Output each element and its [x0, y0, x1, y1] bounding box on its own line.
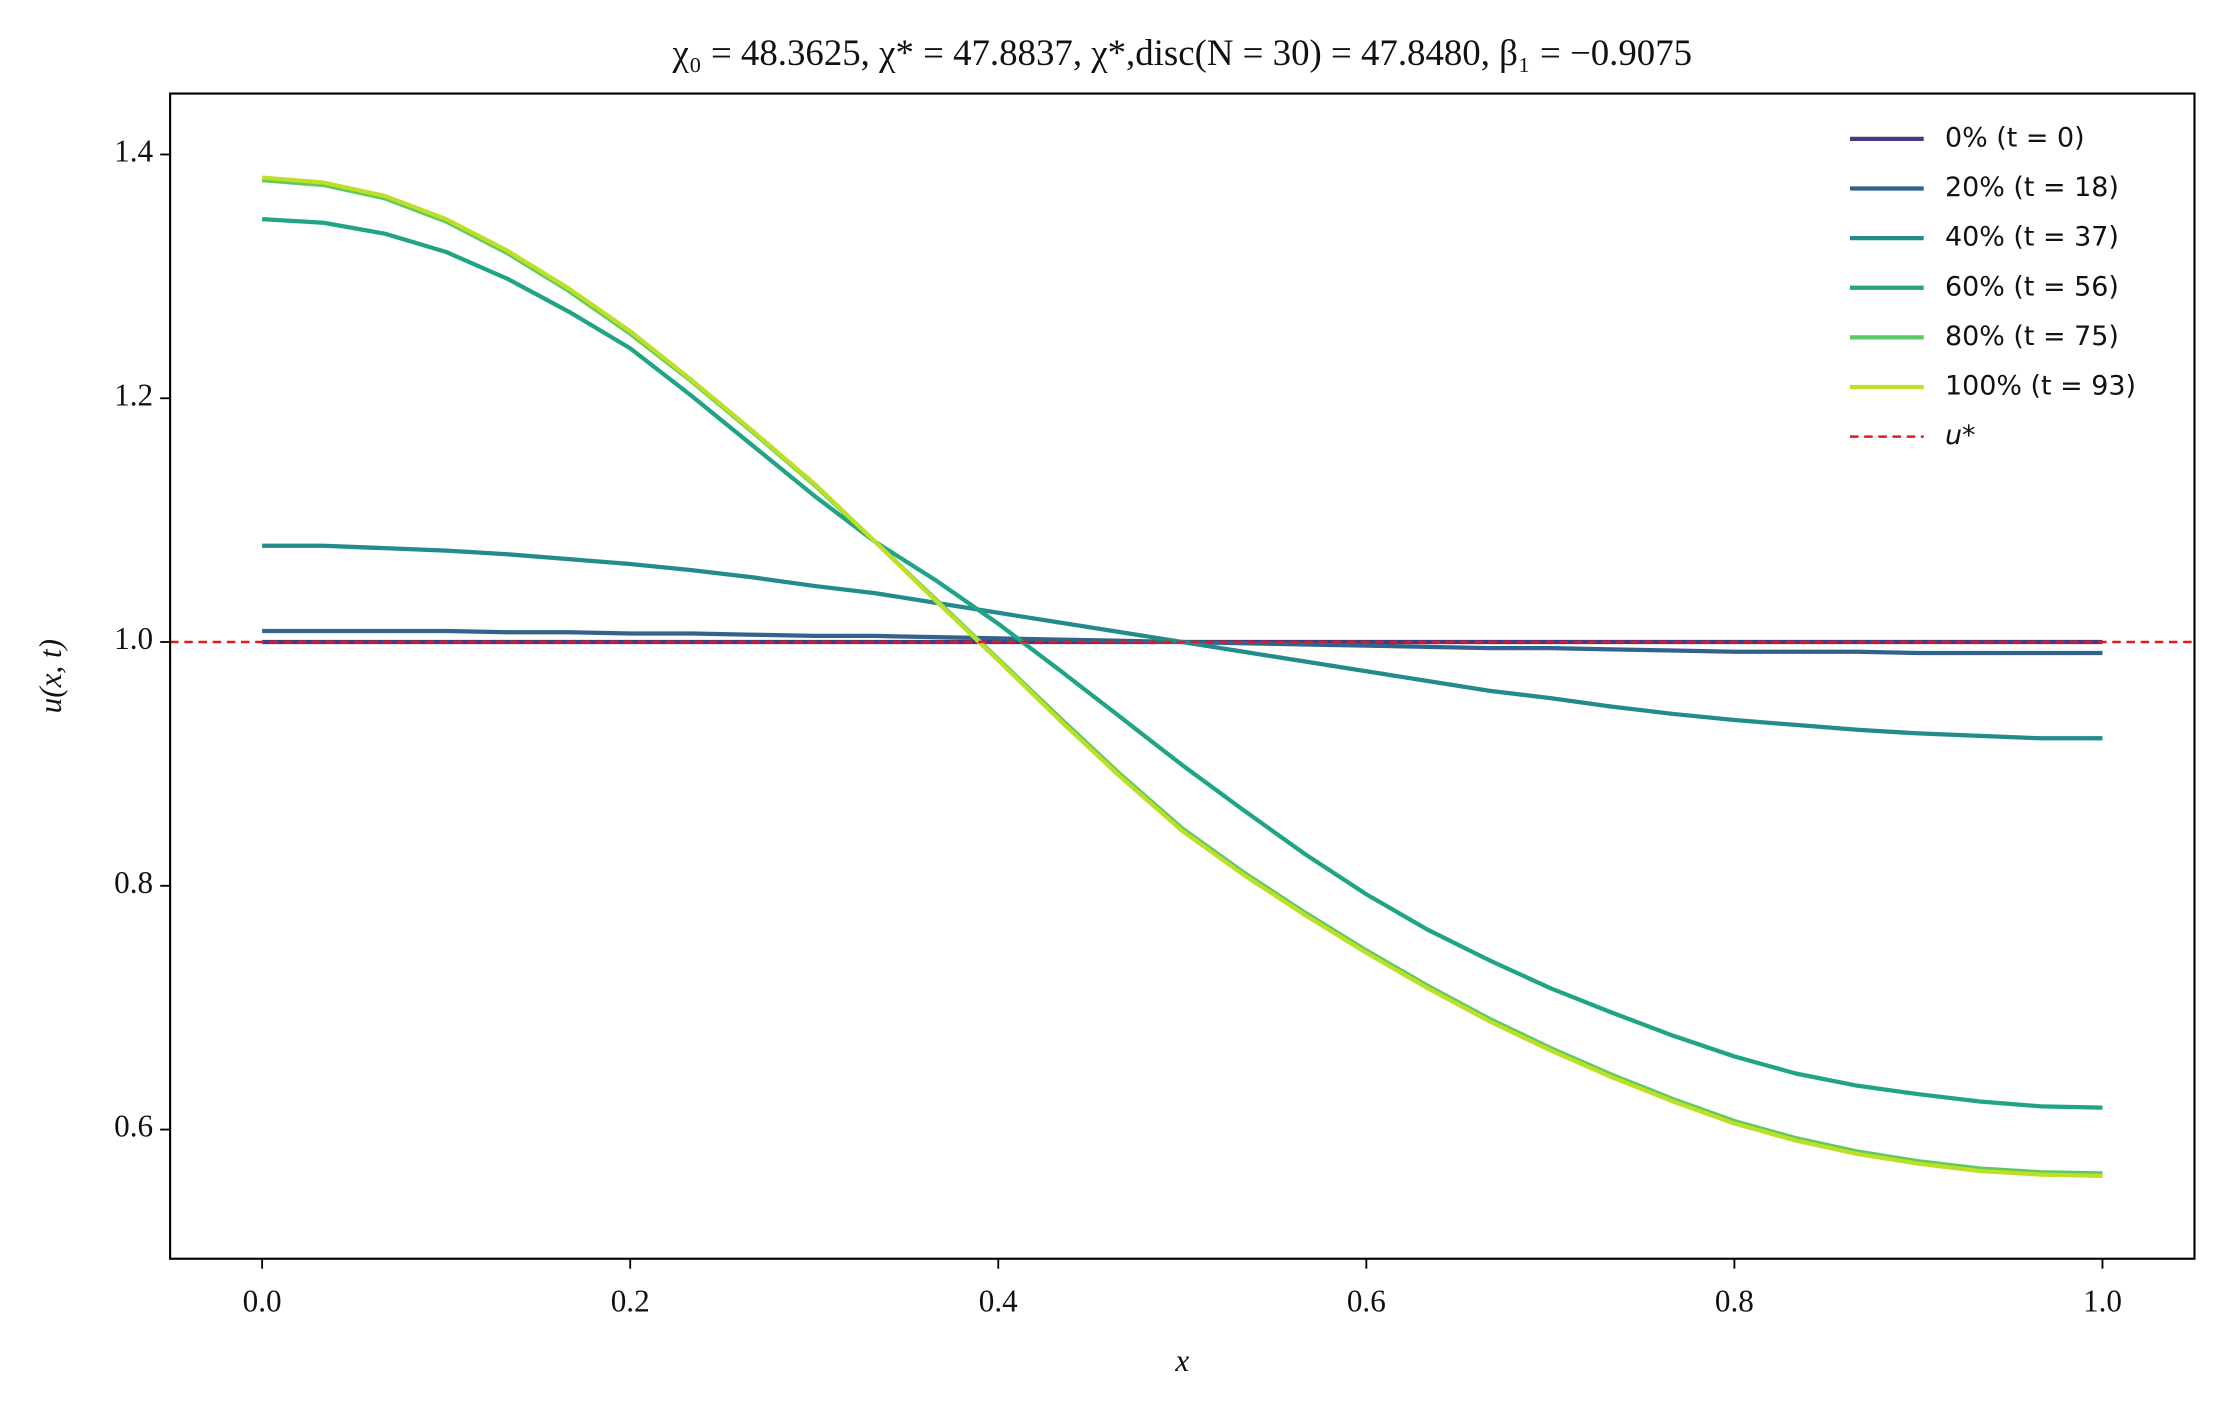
y-tick-label: 1.4 [114, 134, 153, 169]
legend-label: u* [1945, 420, 1976, 451]
legend-label: 80% (t = 75) [1945, 321, 2119, 352]
series-line [262, 216, 2103, 1110]
x-tick-label: 1.0 [2083, 1283, 2122, 1318]
y-tick-label: 0.6 [114, 1109, 153, 1144]
series-line [261, 175, 2103, 1178]
x-tick-label: 0.0 [243, 1283, 282, 1318]
x-tick-label: 0.4 [979, 1283, 1018, 1318]
y-axis-label: u(x, t) [33, 639, 68, 713]
y-tick-label: 1.0 [114, 621, 153, 656]
legend-label: 100% (t = 93) [1945, 370, 2136, 401]
legend-label: 0% (t = 0) [1945, 122, 2085, 153]
legend-label: 40% (t = 37) [1945, 222, 2119, 253]
y-tick-label: 1.2 [114, 377, 153, 412]
legend-label: 60% (t = 56) [1945, 271, 2119, 302]
x-tick-label: 0.2 [611, 1283, 650, 1318]
chart-title: χ₀ = 48.3625, χ* = 47.8837, χ*,disc(N = … [672, 32, 1693, 73]
legend-label: 20% (t = 18) [1945, 172, 2119, 203]
x-axis-label: x [1174, 1343, 1189, 1378]
plot-frame [169, 92, 2196, 1260]
x-tick-label: 0.8 [1715, 1283, 1754, 1318]
y-tick-label: 0.8 [114, 865, 153, 900]
x-tick-label: 0.6 [1347, 1283, 1386, 1318]
